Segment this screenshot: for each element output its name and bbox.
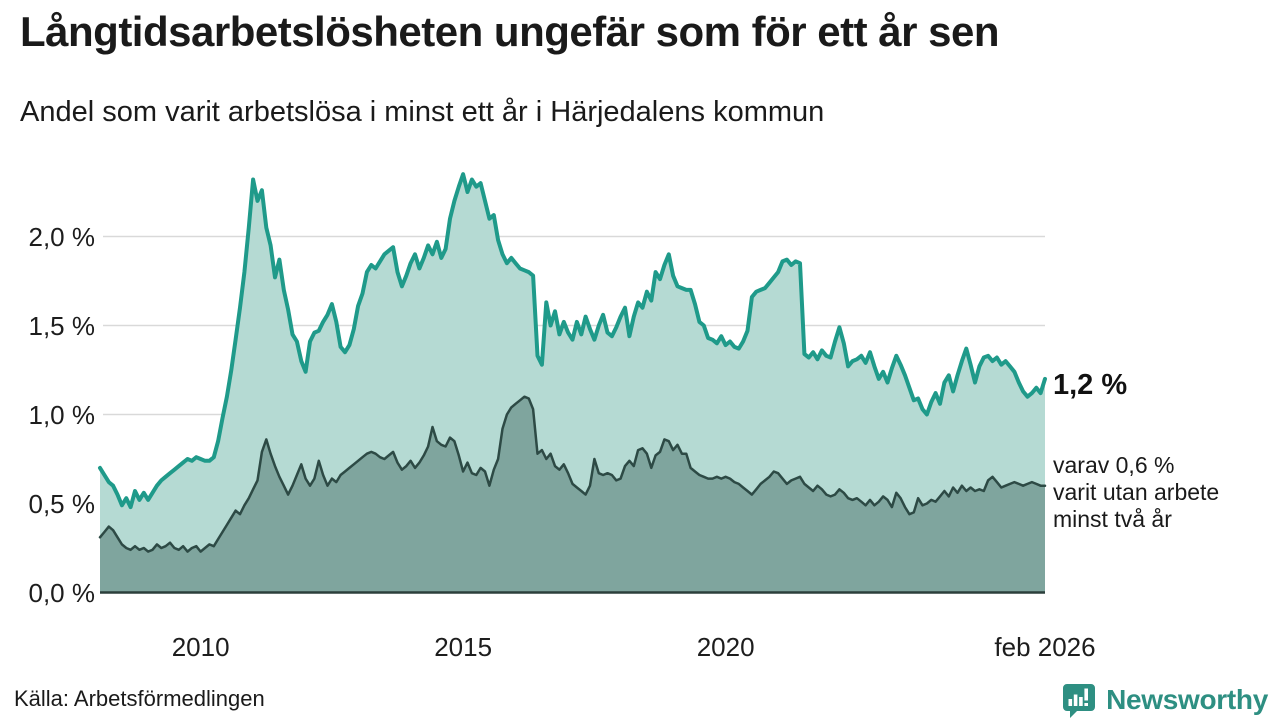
y-tick-label: 1,0 % [28,399,96,430]
end-note-line: minst två år [1053,506,1172,532]
area-fill-unemployed-2yr [100,396,1045,593]
end-note-line: varit utan arbete [1053,479,1220,505]
end-note-annotation: varav 0,6 % varit utan arbete minst två … [1053,452,1280,533]
y-tick-label: 0,5 % [28,488,96,519]
x-tick-label: feb 2026 [994,632,1096,662]
line-unemployed-1yr [98,172,1047,510]
end-note-line: varav 0,6 % [1053,452,1175,478]
newsworthy-brand-name: Newsworthy [1106,684,1268,715]
y-tick-label: 2,0 % [28,221,96,252]
x-tick-label: 2020 [696,632,755,662]
end-value-annotation: 1,2 % [1053,369,1128,401]
y-tick-label: 0,0 % [28,577,96,608]
page-subtitle: Andel som varit arbetslösa i minst ett å… [20,96,825,128]
x-tick-label: 2015 [434,632,493,662]
y-tick-label: 1,5 % [28,310,96,341]
newsworthy-brand: Newsworthy [1060,680,1268,720]
newsworthy-logo-icon [1063,683,1096,718]
page-title: Långtidsarbetslösheten ungefär som för e… [20,8,1000,55]
x-tick-label: 2010 [171,632,230,662]
line-unemployed-2yr [98,395,1047,553]
source-credit: Källa: Arbetsförmedlingen [14,686,265,711]
